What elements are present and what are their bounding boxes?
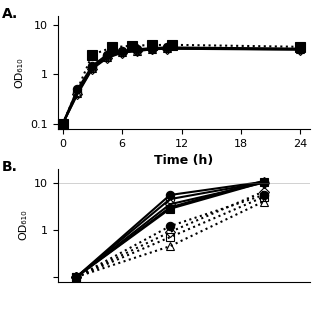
X-axis label: Time (h): Time (h)	[154, 154, 214, 167]
Y-axis label: OD₆₁₀: OD₆₁₀	[18, 210, 28, 240]
Text: B.: B.	[2, 160, 18, 173]
Text: A.: A.	[2, 7, 18, 21]
Y-axis label: OD₆₁₀: OD₆₁₀	[15, 57, 25, 88]
